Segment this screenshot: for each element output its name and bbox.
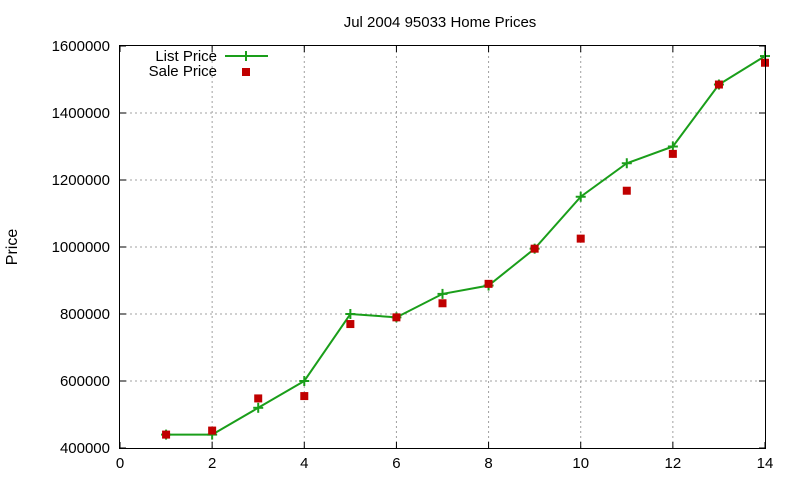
legend-marker-sale-price [242, 68, 250, 76]
sale-price-point [714, 80, 723, 89]
list-price-point [253, 402, 264, 413]
x-tick-label: 12 [665, 455, 682, 472]
x-tick-label: 8 [484, 455, 492, 472]
legend-label-list-price: List Price [155, 48, 217, 65]
sale-price-point [622, 186, 631, 195]
legend-entry-list-price: List Price [155, 48, 268, 65]
list-price-line [166, 55, 766, 436]
y-tick-label: 800000 [60, 306, 110, 323]
grid [120, 46, 765, 448]
plot-frame [119, 45, 766, 449]
list-price-point [575, 191, 586, 202]
x-tick-label: 4 [300, 455, 308, 472]
list-price-point [437, 288, 448, 299]
sale-price-point [208, 426, 217, 435]
y-axis-label: Price [4, 229, 21, 266]
legend-marker-list-price [241, 51, 251, 61]
sale-price-point [254, 394, 263, 403]
legend-label-sale-price: Sale Price [149, 63, 217, 80]
sale-price-point [576, 234, 585, 243]
y-tick-label: 1000000 [52, 239, 110, 256]
list-price-point [621, 158, 632, 169]
series-layer [161, 51, 770, 440]
axis-ticks: 0 2 4 6 8 10 12 14 400000 600000 800000 1000000 1200… [52, 38, 774, 472]
list-price-point [299, 376, 310, 386]
y-tick-label: 1200000 [52, 172, 110, 189]
x-tick-label: 10 [572, 455, 589, 472]
legend-entry-sale-price: Sale Price [149, 63, 250, 80]
sale-price-point [530, 244, 539, 253]
chart-title: Jul 2004 95033 Home Prices [344, 14, 537, 31]
x-tick-label: 14 [757, 455, 774, 472]
y-tick-label: 600000 [60, 373, 110, 390]
y-tick-label: 400000 [60, 440, 110, 457]
sale-price-point [392, 313, 401, 322]
sale-price-point [438, 299, 447, 308]
x-tick-label: 0 [116, 455, 124, 472]
y-tick-label: 1600000 [52, 38, 110, 55]
sale-price-point [484, 279, 493, 288]
sale-price-point [300, 392, 309, 401]
sale-price-point [346, 320, 355, 329]
list-price-point [667, 141, 678, 152]
list-price-point [345, 309, 356, 319]
sale-price-point [668, 149, 677, 158]
x-tick-label: 2 [208, 455, 216, 472]
x-tick-label: 6 [392, 455, 400, 472]
y-tick-label: 1400000 [52, 105, 110, 122]
sale-price-point [162, 430, 171, 439]
